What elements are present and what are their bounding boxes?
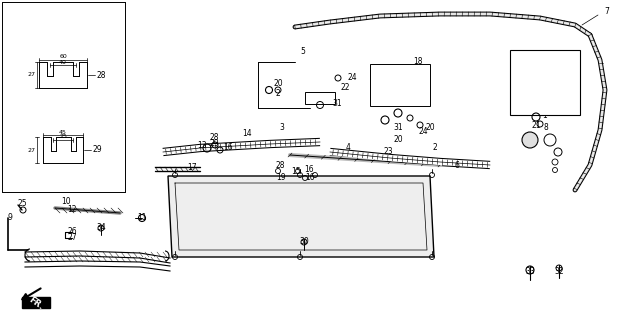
Text: 22: 22 — [340, 84, 350, 92]
Text: 26: 26 — [67, 228, 77, 236]
Text: 28: 28 — [209, 132, 219, 141]
Text: 30: 30 — [299, 237, 309, 246]
Text: 5: 5 — [301, 47, 305, 57]
Text: 33: 33 — [525, 268, 535, 276]
Bar — [510, 50, 580, 115]
Text: 2: 2 — [275, 89, 280, 98]
Circle shape — [522, 132, 538, 148]
Text: 31: 31 — [332, 99, 342, 108]
Text: 28: 28 — [96, 70, 106, 79]
Text: 11: 11 — [137, 213, 147, 222]
Text: 40: 40 — [59, 60, 67, 65]
Text: 10: 10 — [61, 197, 71, 206]
Text: 18: 18 — [413, 58, 423, 67]
Text: 25: 25 — [17, 198, 27, 207]
Text: 9: 9 — [7, 213, 12, 222]
Text: 27: 27 — [67, 234, 77, 243]
Text: 27: 27 — [28, 148, 36, 153]
Text: FR.: FR. — [27, 295, 45, 311]
Text: 3: 3 — [280, 123, 285, 132]
Text: 2: 2 — [433, 143, 438, 153]
Text: 20: 20 — [393, 135, 403, 145]
Text: 45: 45 — [59, 130, 67, 134]
Text: 19: 19 — [276, 173, 286, 182]
Text: 60: 60 — [59, 54, 67, 60]
Text: 1: 1 — [543, 111, 547, 121]
Text: 13: 13 — [197, 140, 207, 149]
Text: 32: 32 — [554, 268, 564, 276]
Text: 29: 29 — [209, 140, 219, 148]
Text: 28: 28 — [275, 161, 285, 170]
Text: 34: 34 — [96, 223, 106, 233]
Text: 12: 12 — [67, 205, 77, 214]
Text: 16: 16 — [305, 173, 315, 182]
Text: 29: 29 — [92, 146, 102, 155]
Text: 16: 16 — [304, 165, 314, 174]
Text: 20: 20 — [425, 124, 435, 132]
Bar — [370, 64, 430, 106]
Text: 7: 7 — [605, 7, 610, 17]
Text: 15: 15 — [291, 167, 301, 177]
Polygon shape — [168, 176, 434, 257]
Text: 4: 4 — [345, 143, 350, 153]
FancyBboxPatch shape — [22, 297, 50, 308]
Text: 25: 25 — [59, 134, 67, 140]
Text: 24: 24 — [418, 126, 428, 135]
Text: 14: 14 — [242, 129, 252, 138]
Text: 31: 31 — [393, 124, 403, 132]
Text: 27: 27 — [28, 73, 36, 77]
Bar — [305, 92, 335, 104]
Text: 17: 17 — [187, 163, 197, 172]
Text: 24: 24 — [347, 73, 357, 82]
Text: 23: 23 — [383, 147, 393, 156]
Text: 16: 16 — [223, 143, 233, 153]
Text: 21: 21 — [531, 121, 541, 130]
Text: 8: 8 — [543, 124, 548, 132]
Text: 20: 20 — [273, 78, 283, 87]
Text: 6: 6 — [454, 161, 459, 170]
